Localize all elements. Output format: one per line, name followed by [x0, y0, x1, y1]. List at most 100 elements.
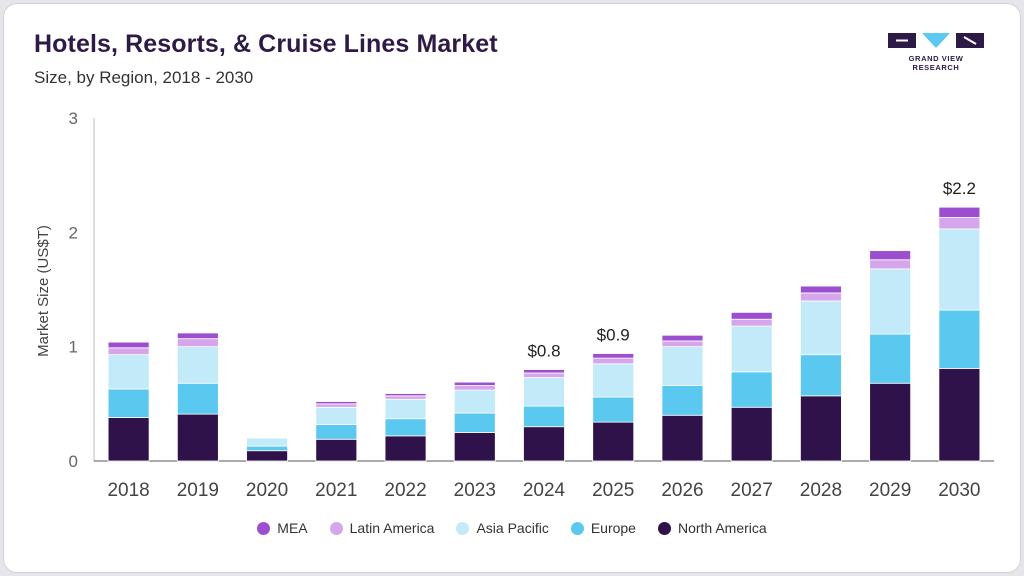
bar-segment-mea — [661, 334, 704, 342]
x-tick-label: 2029 — [869, 480, 911, 501]
data-label: $0.9 — [597, 326, 630, 345]
x-tick-label: 2020 — [246, 480, 288, 501]
bar-segment-asia-pacific — [661, 346, 704, 386]
bar-segment-mea — [869, 250, 912, 261]
bar-segment-north-america — [176, 413, 219, 462]
bar-segment-europe — [107, 388, 150, 418]
grand-view-research-logo — [888, 33, 984, 48]
bar-segment-mea — [384, 393, 427, 397]
bar-segment-europe — [661, 385, 704, 416]
legend-label: North America — [677, 520, 767, 536]
bar-segment-asia-pacific — [800, 300, 842, 356]
bar-segment-latin-america — [592, 357, 635, 365]
x-tick-label: 2021 — [315, 480, 357, 501]
y-tick-label: 0 — [69, 452, 78, 471]
x-tick-label: 2028 — [800, 480, 842, 501]
bar-segment-north-america — [384, 435, 427, 462]
bar-segment-north-america — [453, 432, 496, 462]
bar-segment-north-america — [800, 395, 842, 462]
chart-card: Hotels, Resorts, & Cruise Lines Market S… — [3, 3, 1021, 573]
bar-segment-mea — [800, 285, 842, 294]
bar-segment-north-america — [315, 438, 358, 462]
legend-dot-icon — [329, 521, 343, 535]
x-tick-label: 2018 — [107, 480, 149, 501]
legend-item: MEA — [257, 520, 308, 536]
bar-segment-asia-pacific — [176, 346, 219, 384]
bar-segment-europe — [315, 424, 358, 440]
bar-segment-mea — [176, 332, 219, 340]
bar-segment-latin-america — [800, 292, 842, 302]
bar-segment-north-america — [523, 426, 565, 462]
chart-subtitle: Size, by Region, 2018 - 2030 — [34, 68, 254, 87]
stacked-bar-chart: 0 1 2 3 Market Size (US$T) 2018 2019 2020 2021 20… — [35, 109, 994, 501]
bar-segment-asia-pacific — [730, 325, 773, 373]
y-axis-label: Market Size (US$T) — [35, 225, 52, 357]
logo-text: GRAND VIEW RESEARCH — [908, 54, 964, 72]
bar-segment-europe — [592, 396, 635, 423]
x-tick-label: 2026 — [661, 480, 703, 501]
legend-dot-icon — [257, 521, 271, 535]
bar-segment-mea — [453, 381, 496, 386]
legend-item: Europe — [570, 520, 636, 536]
y-tick-label: 3 — [69, 109, 78, 128]
bar-segment-north-america — [246, 450, 288, 462]
chart-legend: MEA Latin America Asia Pacific Europe North … — [4, 520, 1020, 536]
legend-label: Europe — [590, 520, 636, 536]
bar-segment-mea — [592, 353, 635, 359]
data-label: $0.8 — [527, 342, 560, 361]
bar-segment-asia-pacific — [384, 398, 427, 420]
x-tick-label: 2025 — [592, 480, 634, 501]
bar-segment-europe — [523, 405, 565, 428]
bar-segment-mea — [938, 206, 981, 218]
bar-segment-latin-america — [384, 395, 427, 400]
legend-label: MEA — [277, 520, 308, 536]
x-tick-label: 2022 — [384, 480, 426, 501]
bar-segment-asia-pacific — [523, 377, 565, 407]
bar-segment-asia-pacific — [107, 354, 150, 390]
bar-segment-north-america — [869, 382, 912, 462]
bar-segment-asia-pacific — [938, 228, 981, 311]
x-tick-label: 2023 — [454, 480, 496, 501]
legend-dot-icon — [570, 521, 584, 535]
bar-segment-latin-america — [938, 217, 981, 230]
bar-segment-latin-america — [107, 347, 150, 356]
data-label: $2.2 — [943, 179, 976, 198]
bar-segment-europe — [800, 354, 842, 397]
bar-segment-europe — [453, 412, 496, 433]
bar-segment-latin-america — [869, 259, 912, 270]
bar-segment-latin-america — [315, 403, 358, 408]
bar-segment-latin-america — [730, 318, 773, 327]
bar-segment-mea — [315, 401, 358, 405]
legend-item: Asia Pacific — [456, 520, 549, 536]
bar-segment-asia-pacific — [315, 406, 358, 425]
x-tick-label: 2027 — [731, 480, 773, 501]
legend-dot-icon — [456, 521, 470, 535]
bar-segment-north-america — [592, 421, 635, 462]
x-tick-label: 2030 — [938, 480, 980, 501]
y-tick-label: 1 — [69, 338, 78, 357]
x-tick-label: 2019 — [177, 480, 219, 501]
bar-segment-north-america — [107, 417, 150, 462]
bar-segment-asia-pacific — [453, 389, 496, 414]
bar-segment-north-america — [730, 406, 773, 462]
bar-segment-europe — [938, 309, 981, 369]
legend-label: Asia Pacific — [476, 520, 549, 536]
bar-segment-mea — [107, 341, 150, 349]
bar-segment-asia-pacific — [246, 437, 288, 447]
bar-segment-latin-america — [523, 372, 565, 378]
y-tick-label: 2 — [69, 223, 78, 242]
legend-item: North America — [657, 520, 767, 536]
bar-segment-asia-pacific — [869, 268, 912, 335]
legend-dot-icon — [657, 521, 671, 535]
bar-segment-europe — [384, 418, 427, 437]
legend-label: Latin America — [349, 520, 435, 536]
bar-segment-north-america — [661, 414, 704, 462]
bar-segment-mea — [730, 311, 773, 320]
bar-segment-asia-pacific — [592, 363, 635, 398]
bar-segment-latin-america — [176, 338, 219, 348]
bar-segment-latin-america — [661, 340, 704, 348]
bar-segment-latin-america — [453, 385, 496, 391]
bar-segment-europe — [176, 382, 219, 415]
bar-segment-europe — [730, 371, 773, 408]
legend-item: Latin America — [329, 520, 435, 536]
